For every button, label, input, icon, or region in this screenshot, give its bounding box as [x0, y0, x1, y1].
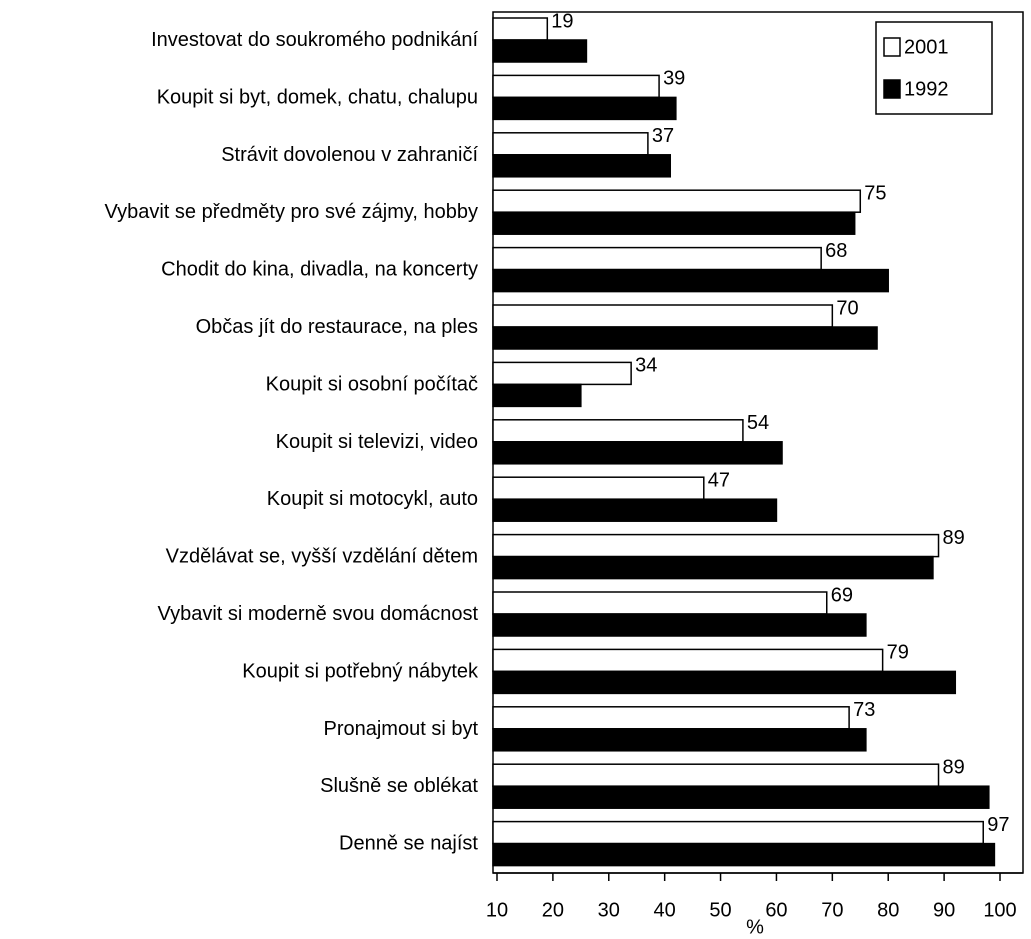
bar — [492, 555, 934, 580]
value-label: 54 — [747, 412, 769, 434]
x-tick-label: 100 — [983, 899, 1016, 921]
category-label: Vybavit si moderně svou domácnost — [157, 603, 478, 625]
bar — [492, 383, 582, 408]
legend-label: 1992 — [904, 78, 949, 100]
value-label: 75 — [864, 182, 886, 204]
x-tick-label: 80 — [877, 899, 899, 921]
x-tick-label: 20 — [542, 899, 564, 921]
value-label: 89 — [943, 756, 965, 778]
bar — [492, 361, 632, 386]
category-label: Koupit si osobní počítač — [266, 373, 478, 395]
category-label: Vybavit se předměty pro své zájmy, hobby — [105, 201, 479, 223]
bar — [492, 39, 588, 63]
category-label: Vzdělávat se, vyšší vzdělání dětem — [166, 546, 478, 568]
legend-swatch — [883, 79, 901, 99]
bar — [492, 842, 996, 867]
category-label: Koupit si motocykl, auto — [267, 488, 478, 510]
value-label: 73 — [853, 699, 875, 721]
bar — [492, 591, 828, 615]
bar — [492, 820, 984, 845]
value-label: 70 — [836, 297, 858, 319]
x-tick-label: 70 — [821, 899, 843, 921]
bar — [492, 419, 744, 443]
bar — [492, 498, 778, 522]
value-label: 97 — [987, 814, 1009, 836]
legend: 2001 1992 — [875, 21, 993, 115]
bar — [492, 613, 867, 637]
x-tick-label: 50 — [709, 899, 731, 921]
value-label: 79 — [887, 642, 909, 664]
legend-label: 2001 — [904, 36, 949, 58]
bar — [492, 441, 783, 465]
bar — [492, 763, 940, 787]
value-label: 39 — [663, 68, 685, 90]
bar — [492, 326, 878, 350]
bar — [492, 74, 660, 99]
bar — [492, 154, 672, 178]
bar — [492, 246, 822, 271]
bar — [492, 268, 889, 293]
x-tick-label: 60 — [765, 899, 787, 921]
category-label: Koupit si byt, domek, chatu, chalupu — [157, 86, 478, 108]
x-tick-label: 30 — [598, 899, 620, 921]
bar — [492, 476, 705, 500]
bar — [492, 728, 867, 752]
bar — [492, 189, 862, 213]
x-tick-label: 10 — [486, 899, 508, 921]
category-label: Chodit do kina, divadla, na koncerty — [161, 259, 478, 281]
bar — [492, 648, 884, 673]
legend-swatch — [883, 37, 901, 57]
bar — [492, 533, 940, 558]
x-tick-label: 40 — [654, 899, 676, 921]
bar — [492, 96, 677, 121]
bar — [492, 211, 856, 235]
category-label: Slušně se oblékat — [320, 775, 478, 797]
x-axis-label: % — [746, 916, 764, 938]
value-label: 68 — [825, 240, 847, 262]
bar — [492, 785, 990, 809]
category-label: Občas jít do restaurace, na ples — [196, 316, 478, 338]
value-label: 47 — [708, 469, 730, 491]
category-label: Strávit dovolenou v zahraničí — [221, 144, 478, 166]
bar — [492, 304, 834, 328]
bar — [492, 706, 850, 730]
value-label: 37 — [652, 125, 674, 147]
x-tick-label: 90 — [933, 899, 955, 921]
category-label: Koupit si potřebný nábytek — [242, 660, 479, 682]
category-label: Investovat do soukromého podnikání — [151, 29, 478, 51]
value-label: 19 — [551, 10, 573, 32]
value-label: 34 — [635, 355, 657, 377]
category-label: Denně se najíst — [339, 833, 478, 855]
bar — [492, 670, 957, 695]
bar — [492, 17, 549, 41]
category-label: Koupit si televizi, video — [276, 431, 478, 453]
value-label: 69 — [831, 584, 853, 606]
bar — [492, 132, 649, 156]
category-label: Pronajmout si byt — [323, 718, 478, 740]
value-label: 89 — [943, 527, 965, 549]
